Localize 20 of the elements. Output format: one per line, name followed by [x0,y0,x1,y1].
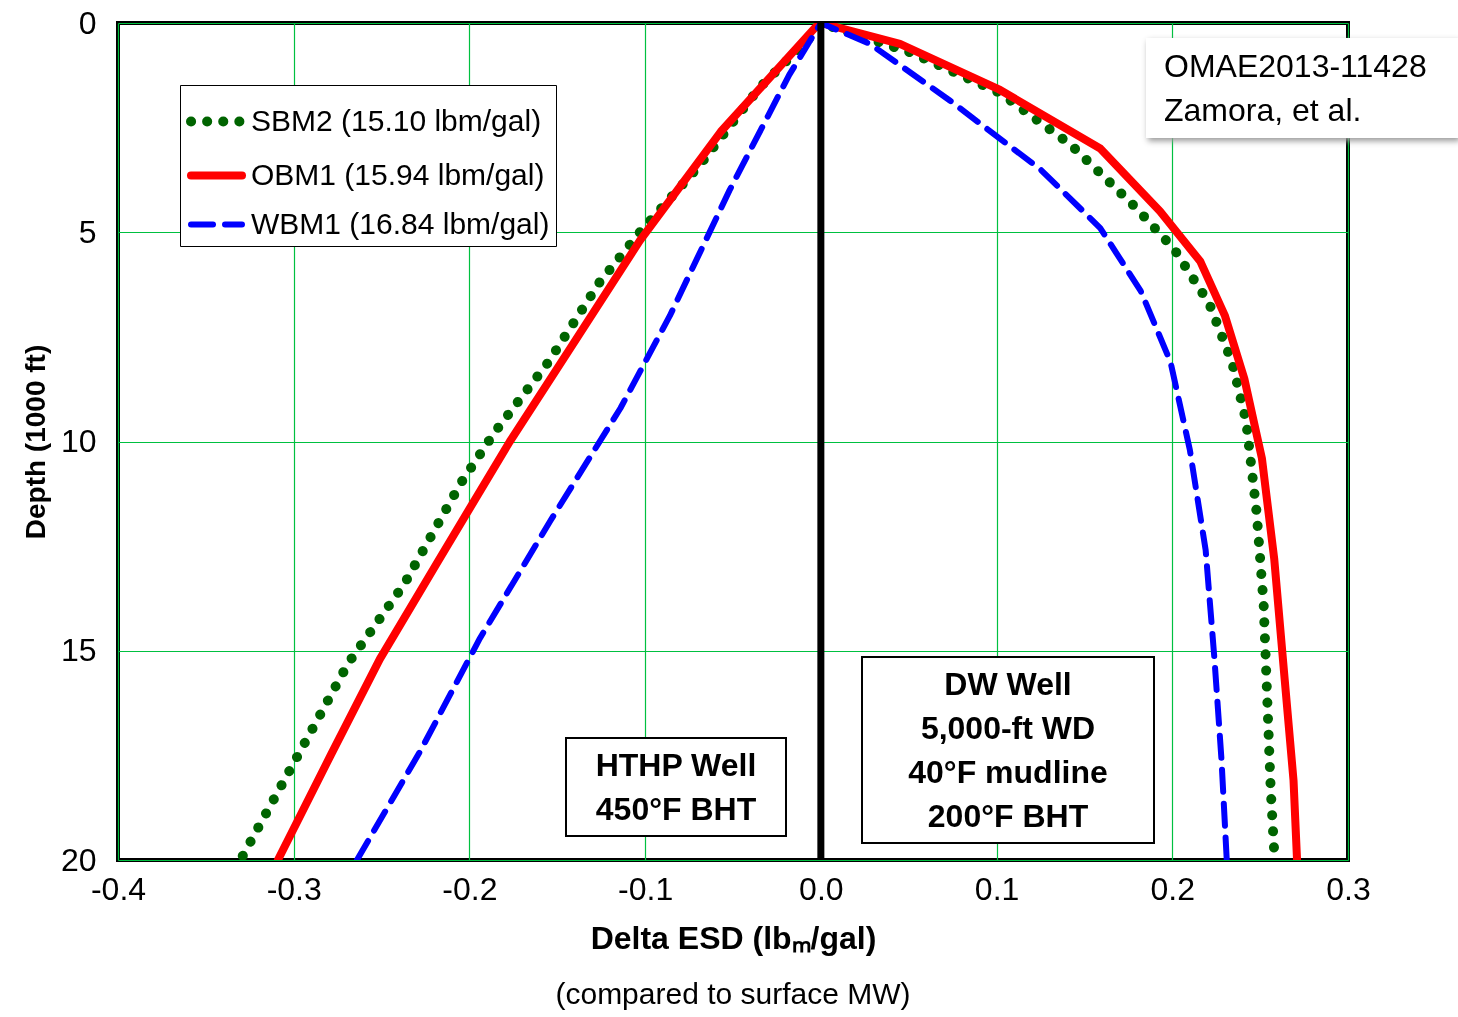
x-tick-label: 0.2 [1150,870,1196,907]
x-tick-label: 0.1 [974,870,1020,907]
x-tick-label: -0.1 [618,870,674,907]
y-tick-label: 0 [78,4,97,41]
y-axis-title: Depth (1000 ft) [19,344,51,540]
annotation: OMAE2013-11428 Zamora, et al. [1146,38,1458,138]
x-tick-label: -0.3 [266,870,322,907]
x-tick-label: -0.2 [442,870,498,907]
legend-label: SBM2 (15.10 lbm/gal) [251,103,542,137]
annotation: HTHP Well 450°F BHT [565,737,787,837]
x-tick-label: 0.0 [799,870,844,907]
legend-label: WBM1 (16.84 lbm/gal) [251,206,550,240]
x-tick-label: 0.3 [1326,870,1371,907]
x-axis-title: Delta ESD (lbₘ/gal) [590,919,877,956]
y-tick-label: 15 [60,632,97,669]
y-tick-label: 5 [78,213,97,250]
text: (compared to surface MW) [118,974,1348,1014]
legend-label: OBM1 (15.94 lbm/gal) [251,157,545,191]
annotation: DW Well 5,000-ft WD 40°F mudline 200°F BHT [861,656,1155,844]
y-tick-label: 10 [60,423,97,459]
